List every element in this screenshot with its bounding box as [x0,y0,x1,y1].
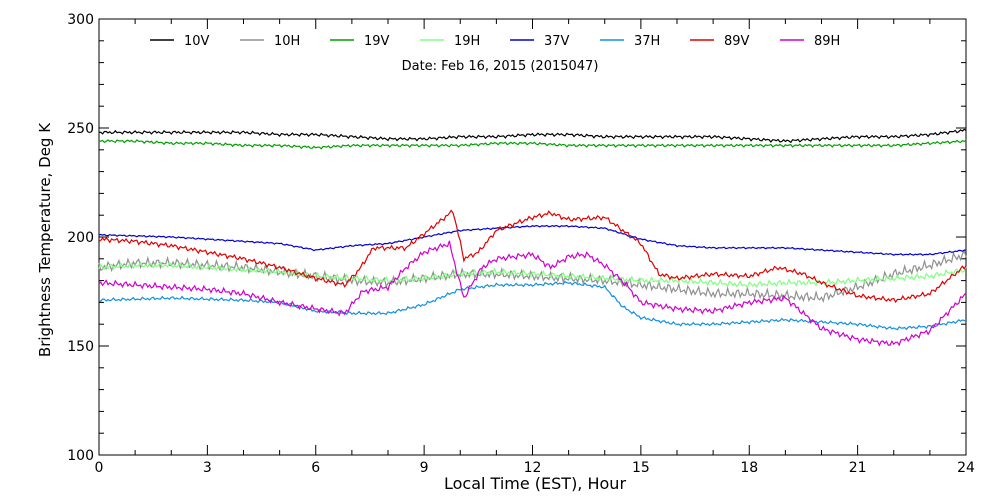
y-tick-label: 100 [67,448,94,464]
series-line-19v [98,139,967,150]
y-axis-label: Brightness Temperature, Deg K [36,122,54,357]
legend: 10V 10H 19V 19H 37V 37H 89V 89H [150,34,840,49]
x-tick-label: 21 [849,460,867,476]
legend-label-37v: 37V [544,34,570,49]
x-tick-label: 3 [203,460,212,476]
x-tick-label: 9 [420,460,429,476]
legend-label-19h: 19H [454,34,480,49]
legend-label-10v: 10V [184,34,210,49]
x-tick-label: 18 [740,460,758,476]
x-axis-label: Local Time (EST), Hour [444,474,626,493]
series-line-89h [98,240,967,347]
plot-area-frame [98,18,967,456]
legend-label-37h: 37H [634,34,660,49]
x-tick-label: 12 [524,460,542,476]
series-line-37v [98,224,967,256]
chart-title: Date: Feb 16, 2015 (2015047) [402,59,599,74]
legend-label-89v: 89V [724,34,750,49]
y-tick-label: 200 [67,230,94,246]
legend-label-89h: 89H [814,34,840,49]
x-tick-label: 15 [632,460,650,476]
series-line-89v [98,209,967,304]
y-tick-label: 150 [67,339,94,355]
series-line-10v [98,128,967,144]
series-line-10h [98,248,967,303]
legend-label-10h: 10H [274,34,300,49]
y-tick-label: 300 [67,12,94,28]
x-axis-ticks: 0 3 6 9 12 15 18 21 24 [95,19,975,476]
x-tick-label: 6 [311,460,320,476]
x-tick-label: 24 [957,460,975,476]
series-layer [98,128,967,347]
y-tick-label: 250 [67,121,94,137]
x-tick-label: 0 [95,460,104,476]
legend-label-19v: 19V [364,34,390,49]
y-axis-ticks: 100 150 200 250 300 [67,12,966,464]
series-line-37h [98,280,967,331]
